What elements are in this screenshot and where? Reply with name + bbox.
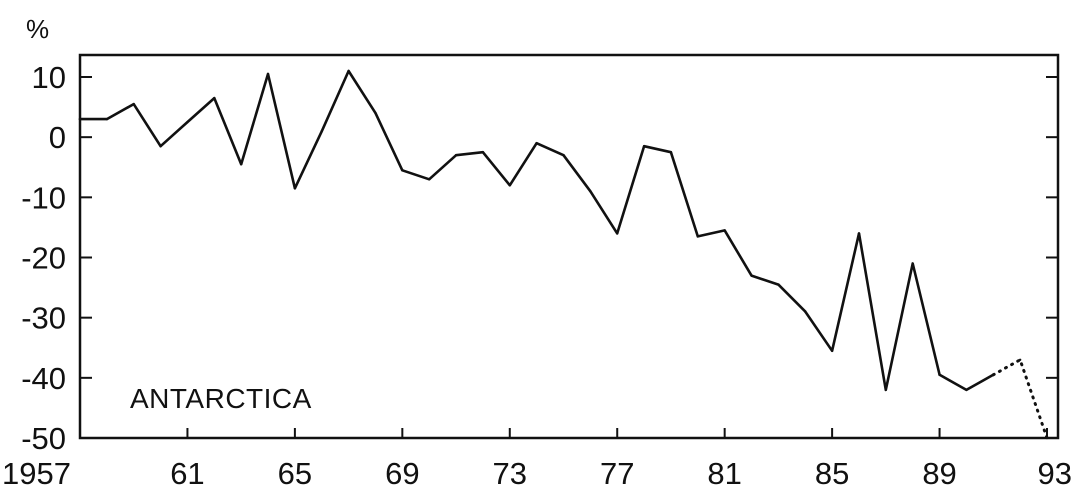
- data-point: [696, 235, 700, 238]
- projected-series-line: [991, 358, 1049, 440]
- x-tick-label: 89: [922, 456, 956, 491]
- y-tick-label: -10: [21, 180, 66, 215]
- y-tick-label: -40: [21, 361, 66, 396]
- data-point: [884, 388, 888, 392]
- data-point: [186, 120, 189, 124]
- x-tick-label: 93: [1038, 456, 1072, 491]
- plot-frame: [78, 53, 1060, 440]
- data-point: [347, 69, 350, 73]
- data-point: [78, 117, 82, 121]
- y-tick-label: -20: [21, 241, 66, 276]
- x-tick-label: 81: [707, 456, 741, 491]
- data-point: [401, 169, 404, 172]
- data-point: [777, 283, 780, 286]
- data-point: [804, 310, 807, 313]
- y-tick-label: 0: [49, 120, 66, 155]
- region-annotation: ANTARCTICA: [130, 383, 312, 414]
- data-point: [374, 111, 377, 115]
- data-point: [562, 154, 565, 157]
- axis-ticks: [79, 76, 1058, 439]
- data-point: [911, 262, 914, 265]
- y-axis-unit-label: %: [26, 14, 49, 44]
- data-point: [239, 163, 243, 166]
- data-point: [454, 154, 458, 157]
- data-point: [723, 229, 726, 232]
- data-point: [320, 129, 323, 133]
- data-point: [669, 151, 673, 154]
- data-point: [589, 190, 592, 193]
- data-point: [266, 72, 270, 76]
- y-tick-label: 10: [32, 60, 66, 95]
- data-point: [750, 274, 753, 277]
- data-point: [1018, 358, 1022, 361]
- data-point: [642, 144, 646, 148]
- data-point: [992, 373, 995, 377]
- y-tick-labels: 10 0 -10 -20 -30 -40 -50: [21, 60, 66, 456]
- data-point: [830, 349, 834, 352]
- data-point: [1045, 436, 1049, 440]
- x-tick-label: 1957: [2, 456, 71, 491]
- data-point: [938, 373, 941, 377]
- data-point: [213, 96, 216, 100]
- x-tick-labels: 1957 61 65 69 73 77 81 85 89 93: [2, 456, 1072, 491]
- x-tick-label: 85: [815, 456, 849, 491]
- data-point: [535, 141, 538, 145]
- data-point: [508, 184, 511, 187]
- observed-series-line: [78, 69, 995, 392]
- x-tick-label: 77: [600, 456, 634, 491]
- x-tick-label: 65: [278, 456, 312, 491]
- data-point: [857, 232, 861, 235]
- x-tick-label: 73: [493, 456, 527, 491]
- data-point: [159, 144, 162, 148]
- data-point: [616, 232, 619, 235]
- data-points: [78, 69, 1049, 440]
- data-point: [293, 187, 297, 190]
- data-point: [132, 102, 135, 106]
- data-point: [105, 117, 109, 121]
- y-tick-label: -30: [21, 301, 66, 336]
- data-point: [481, 151, 485, 154]
- y-tick-label: -50: [21, 421, 66, 456]
- x-tick-label: 61: [170, 456, 204, 491]
- x-tick-label: 69: [385, 456, 419, 491]
- data-point: [965, 388, 968, 392]
- data-point: [427, 178, 431, 181]
